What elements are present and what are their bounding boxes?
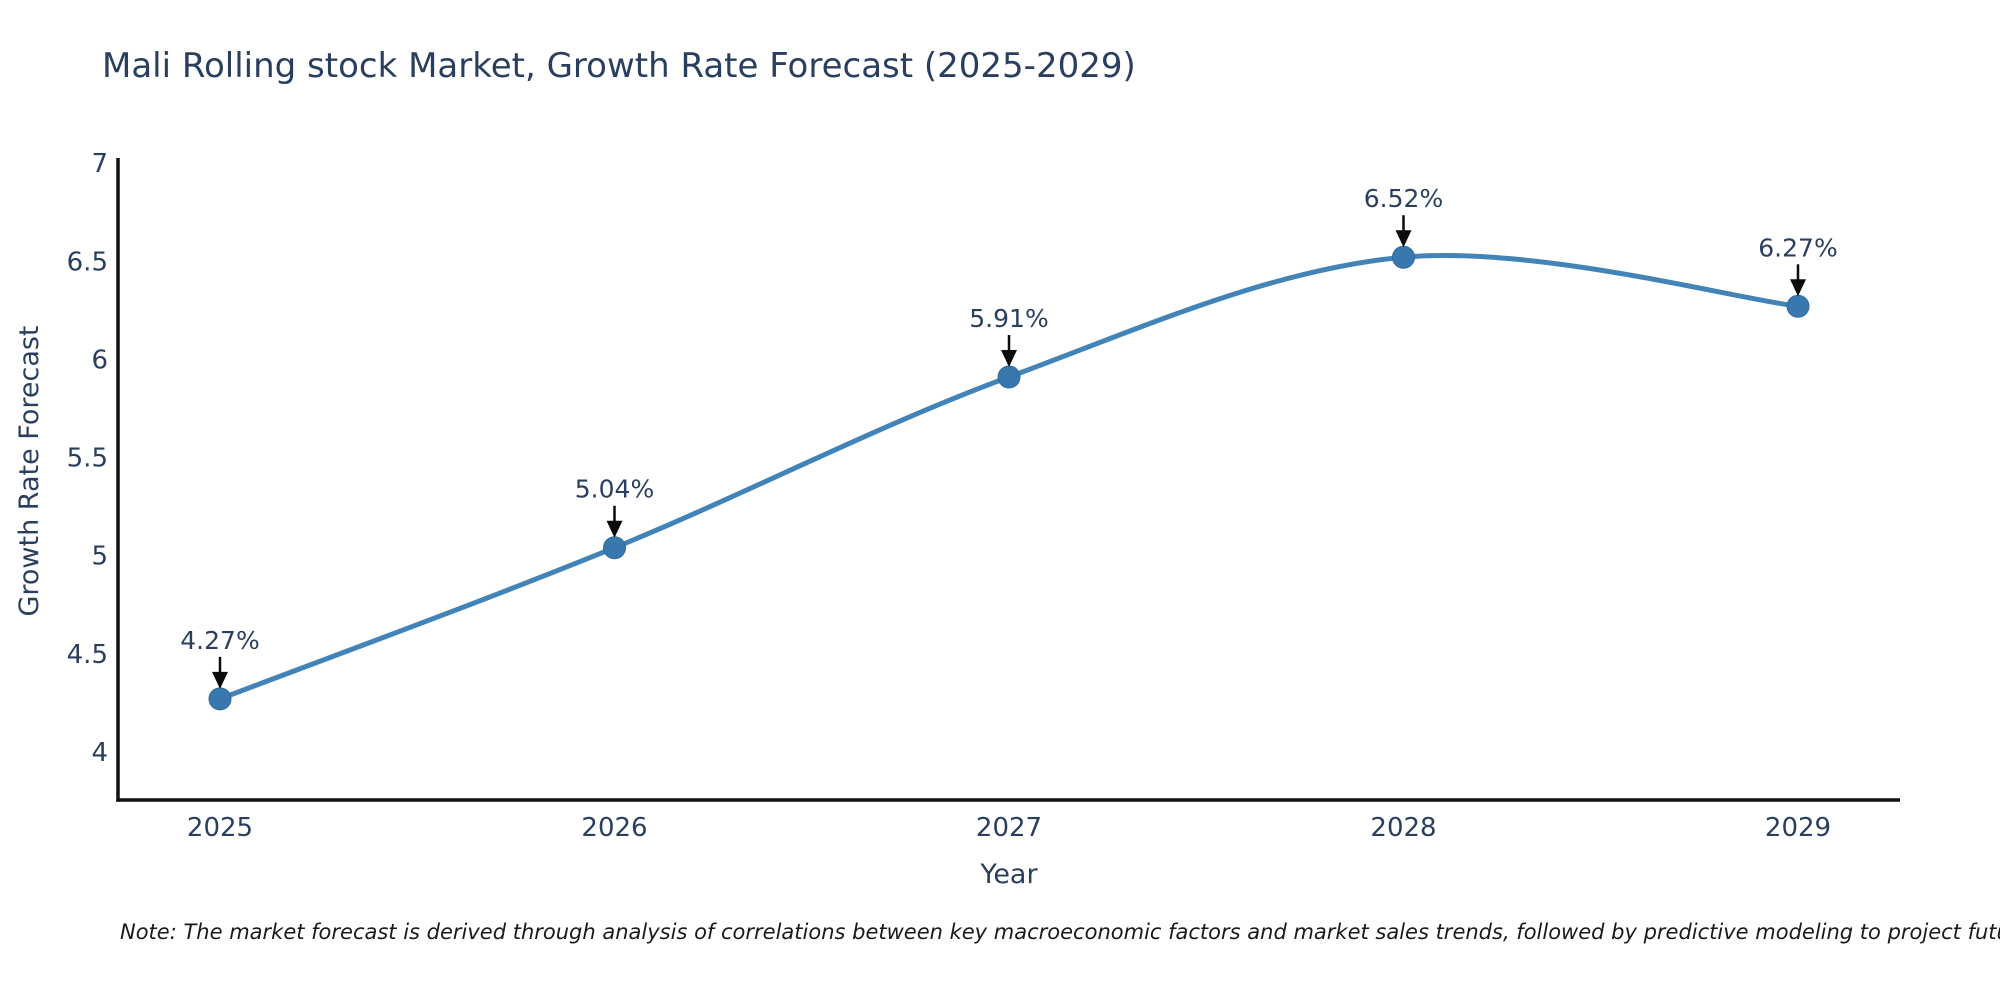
x-tick-label: 2029 (1765, 813, 1831, 843)
x-tick-label: 2026 (581, 813, 647, 843)
data-point-label: 5.04% (575, 475, 654, 504)
y-tick-label: 5.5 (67, 444, 108, 474)
data-point-marker (603, 536, 626, 560)
data-point-label: 6.27% (1758, 233, 1837, 262)
data-point-label: 5.91% (969, 304, 1048, 333)
y-tick-label: 4.5 (67, 640, 108, 670)
y-tick-label: 7 (91, 149, 108, 179)
y-tick-label: 5 (91, 542, 108, 572)
y-tick-label: 4 (91, 738, 108, 768)
annotation-arrowhead (1395, 230, 1412, 248)
x-axis-title: Year (979, 859, 1038, 890)
annotation-arrowhead (1790, 279, 1806, 297)
data-point-label: 6.52% (1364, 184, 1443, 213)
x-tick-label: 2028 (1370, 813, 1436, 843)
data-point-marker (997, 365, 1021, 389)
y-tick-label: 6.5 (67, 247, 108, 277)
data-point-marker (208, 687, 232, 711)
annotation-arrowhead (606, 520, 623, 538)
y-axis-title: Growth Rate Forecast (14, 325, 45, 616)
data-point-marker (1392, 245, 1415, 269)
annotation-arrowhead (1001, 349, 1017, 367)
data-point-marker (1786, 294, 1810, 318)
footnote: Note: The market forecast is derived thr… (120, 920, 2000, 944)
data-point-label: 4.27% (180, 626, 259, 655)
y-tick-label: 6 (91, 345, 108, 375)
x-tick-label: 2025 (187, 813, 253, 843)
annotation-arrowhead (212, 671, 228, 689)
chart-title: Mali Rolling stock Market, Growth Rate F… (102, 46, 1136, 86)
x-tick-label: 2027 (976, 813, 1042, 843)
